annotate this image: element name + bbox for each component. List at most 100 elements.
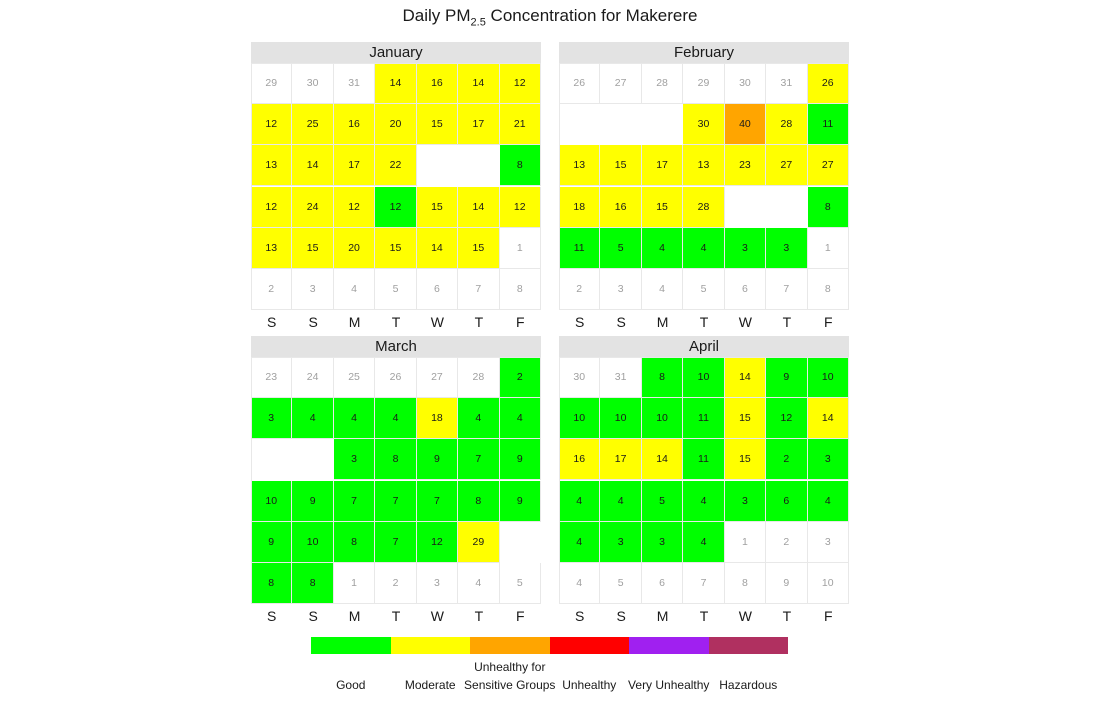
calendar-cell-other-month: 8 (807, 268, 849, 310)
day-of-week-label: T (474, 608, 484, 624)
calendar-cell-value: 3 (766, 227, 808, 269)
day-of-week-label: M (348, 314, 361, 330)
calendar-cell-value: 20 (375, 104, 417, 146)
calendar-cell-value: 9 (416, 439, 459, 481)
day-of-week-label: S (267, 314, 277, 330)
calendar-cell-value: 9 (499, 439, 541, 481)
calendar-cell-value: 11 (807, 104, 849, 146)
calendar-cell-value: 16 (559, 439, 601, 481)
calendar-cell-value: 16 (333, 104, 376, 146)
calendar-cell-value: 28 (683, 186, 725, 228)
calendar-cell-other-month: 5 (499, 562, 541, 604)
calendar-grid: 26 27 28 29 30 31 26 30 40 28 11 13 15 17 13 23 27 27 18 16… (559, 63, 849, 310)
calendar-cell-other-month: 8 (724, 562, 767, 604)
day-of-week-label: F (515, 314, 525, 330)
calendar-cell-value: 4 (600, 480, 642, 522)
calendar-cell-value: 18 (416, 398, 459, 440)
calendar-cell-value: 14 (375, 63, 417, 105)
day-of-week-label: M (656, 608, 669, 624)
legend-swatch (629, 637, 709, 654)
calendar-cell-other-month: 5 (683, 268, 725, 310)
calendar-cell-value: 10 (251, 480, 293, 522)
calendar-cell-value: 4 (458, 398, 500, 440)
calendar-cell-value: 17 (641, 145, 684, 187)
calendar-cell-other-month: 8 (499, 268, 541, 310)
calendar-cell-value: 26 (807, 63, 849, 105)
calendar-cell-value: 12 (499, 186, 541, 228)
calendar-cell-other-month: 26 (375, 357, 417, 399)
calendar-cell-value: 13 (683, 145, 725, 187)
calendar-cell-other-month: 3 (807, 521, 849, 563)
calendar-cell-value: 11 (559, 227, 601, 269)
calendar-cell-value: 4 (499, 398, 541, 440)
chart-title-main: Daily PM (402, 6, 471, 25)
calendar-cell-value: 15 (641, 186, 684, 228)
calendar-cell-value: 14 (458, 186, 500, 228)
calendar-cell-value: 15 (375, 227, 417, 269)
day-of-week-label: T (391, 608, 401, 624)
legend-label-line1: Unhealthy for (474, 660, 546, 674)
legend-swatch (708, 637, 788, 654)
calendar-cell-other-month: 6 (416, 268, 459, 310)
day-of-week-label: S (575, 314, 585, 330)
calendar-cell-value: 4 (683, 227, 725, 269)
calendar-cell-value: 12 (251, 186, 293, 228)
day-of-week-label: S (575, 608, 585, 624)
calendar-cell-value: 16 (600, 186, 642, 228)
calendar-cell-value: 10 (641, 398, 684, 440)
day-of-week-label: T (699, 314, 709, 330)
calendar-cell-other-month: 24 (292, 357, 334, 399)
calendar-cell-value: 3 (641, 521, 684, 563)
day-of-week-label: F (823, 608, 833, 624)
calendar-cell-other-month: 4 (333, 268, 376, 310)
calendar-cell-value: 12 (416, 521, 459, 563)
month-strip-label: April (559, 336, 849, 357)
calendar-cell-other-month: 5 (600, 562, 642, 604)
calendar-cell-other-month: 3 (292, 268, 334, 310)
calendar-cell-other-month: 7 (458, 268, 500, 310)
calendar-cell-value: 14 (641, 439, 684, 481)
calendar-grid: 29 30 31 14 16 14 12 12 25 16 20 15 17 21 13 14 17 22 8 12 2… (251, 63, 541, 310)
calendar-cell-other-month: 27 (600, 63, 642, 105)
legend-label: Sensitive Groups (464, 678, 556, 692)
calendar-cell-other-month: 28 (458, 357, 500, 399)
calendar-cell-value: 25 (292, 104, 334, 146)
calendar-cell-value: 3 (251, 398, 293, 440)
day-of-week-label: S (616, 608, 626, 624)
calendar-cell-value: 10 (600, 398, 642, 440)
calendar-cell-empty (724, 186, 767, 228)
day-of-week-label: W (430, 608, 445, 624)
calendar-cell-value: 13 (251, 145, 293, 187)
calendar-cell-value: 21 (499, 104, 541, 146)
legend-label: Hazardous (719, 678, 778, 692)
calendar-cell-value: 27 (807, 145, 849, 187)
day-of-week-label: T (474, 314, 484, 330)
calendar-cell-value: 9 (251, 521, 293, 563)
calendar-cell-value: 13 (251, 227, 293, 269)
calendar-cell-value: 12 (766, 398, 808, 440)
day-of-week-label: S (616, 314, 626, 330)
calendar-cell-value: 10 (683, 357, 725, 399)
calendar-cell-other-month: 7 (766, 268, 808, 310)
calendar-cell-other-month: 31 (766, 63, 808, 105)
chart-title-subscript: 2.5 (470, 16, 486, 29)
calendar-cell-value: 12 (375, 186, 417, 228)
calendar-cell-other-month: 26 (559, 63, 601, 105)
calendar-cell-value: 3 (724, 227, 767, 269)
calendar-cell-value: 8 (458, 480, 500, 522)
calendar-cell-value: 3 (600, 521, 642, 563)
month-strip-label: January (251, 42, 541, 63)
calendar-cell-value: 9 (292, 480, 334, 522)
calendar-cell-value: 17 (600, 439, 642, 481)
calendar-cell-value: 11 (683, 439, 725, 481)
calendar-cell-value: 8 (333, 521, 376, 563)
calendar-cell-empty (458, 145, 500, 187)
calendar-cell-other-month: 1 (333, 562, 376, 604)
calendar-cell-value: 8 (292, 562, 334, 604)
calendar-cell-value: 20 (333, 227, 376, 269)
calendar-cell-value: 9 (499, 480, 541, 522)
calendar-cell-other-month: 3 (600, 268, 642, 310)
month-strip-label: March (251, 336, 541, 357)
calendar-cell-empty (766, 186, 808, 228)
calendar-cell-value: 15 (600, 145, 642, 187)
